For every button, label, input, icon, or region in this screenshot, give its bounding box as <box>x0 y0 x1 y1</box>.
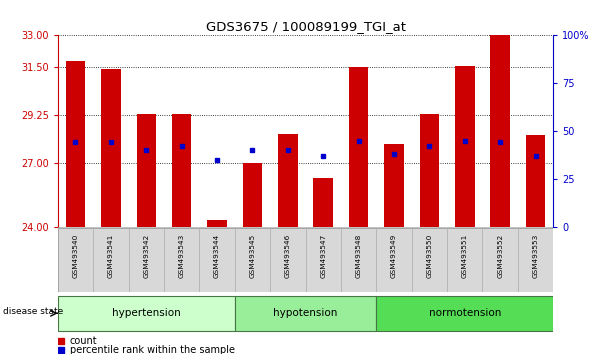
Text: GSM493542: GSM493542 <box>143 233 149 278</box>
Bar <box>66 61 85 227</box>
Text: GSM493547: GSM493547 <box>320 233 326 278</box>
Text: GSM493543: GSM493543 <box>179 233 185 278</box>
Bar <box>420 114 439 227</box>
Text: GSM493551: GSM493551 <box>462 233 468 278</box>
Text: GSM493546: GSM493546 <box>285 233 291 278</box>
Bar <box>101 69 120 227</box>
Title: GDS3675 / 100089199_TGI_at: GDS3675 / 100089199_TGI_at <box>206 20 406 33</box>
Text: GSM493552: GSM493552 <box>497 233 503 278</box>
Bar <box>526 135 545 227</box>
Text: GSM493548: GSM493548 <box>356 233 362 278</box>
Text: disease state: disease state <box>3 307 63 316</box>
Text: normotension: normotension <box>429 308 501 318</box>
Text: GSM493549: GSM493549 <box>391 233 397 278</box>
Text: count: count <box>70 336 97 346</box>
Bar <box>455 66 474 227</box>
Text: GSM493545: GSM493545 <box>249 233 255 278</box>
Bar <box>235 296 376 331</box>
Bar <box>137 114 156 227</box>
Bar <box>278 134 297 227</box>
Bar <box>349 67 368 227</box>
Bar <box>58 296 235 331</box>
Bar <box>314 178 333 227</box>
Text: GSM493553: GSM493553 <box>533 233 539 278</box>
Text: hypotension: hypotension <box>274 308 337 318</box>
Bar <box>376 296 553 331</box>
Bar <box>243 163 262 227</box>
Bar <box>491 35 510 227</box>
Text: GSM493550: GSM493550 <box>426 233 432 278</box>
Bar <box>172 114 192 227</box>
Text: GSM493544: GSM493544 <box>214 233 220 278</box>
Bar <box>384 144 404 227</box>
Text: percentile rank within the sample: percentile rank within the sample <box>70 345 235 354</box>
Bar <box>207 220 227 227</box>
Text: hypertension: hypertension <box>112 308 181 318</box>
Text: GSM493541: GSM493541 <box>108 233 114 278</box>
Text: GSM493540: GSM493540 <box>72 233 78 278</box>
